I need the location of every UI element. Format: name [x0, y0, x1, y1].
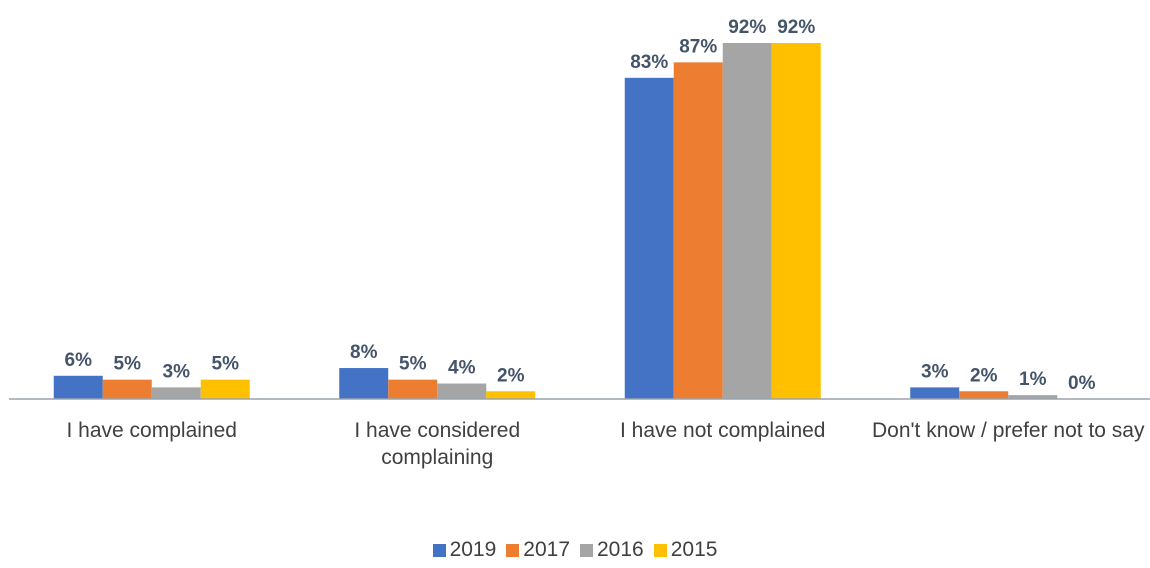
x-tick-label: Don't know / prefer not to say: [872, 419, 1145, 442]
bar: [388, 379, 438, 399]
data-label: 87%: [679, 36, 717, 57]
bar: [53, 375, 103, 399]
data-label: 83%: [630, 52, 668, 73]
legend-label: 2016: [597, 538, 644, 561]
legend-swatch: [506, 543, 520, 557]
data-label: 1%: [1019, 369, 1047, 390]
bar: [339, 368, 389, 399]
bar: [437, 383, 487, 399]
data-label: 5%: [114, 354, 142, 375]
data-label: 5%: [399, 354, 427, 375]
legend-label: 2019: [449, 538, 497, 561]
bar: [624, 77, 674, 400]
legend-item: 2017: [506, 538, 570, 562]
x-tick-label: I have considered complaining: [354, 419, 521, 469]
data-label: 0%: [1068, 373, 1096, 394]
bar: [771, 43, 821, 399]
bar: [151, 387, 201, 399]
x-tick-label: I have complained: [66, 419, 237, 442]
legend-item: 2019: [432, 538, 497, 562]
bar: [1008, 395, 1058, 399]
legend-label: 2015: [670, 538, 718, 561]
bar: [959, 391, 1009, 399]
legend-swatch: [432, 543, 446, 557]
data-label: 4%: [448, 358, 476, 379]
data-label: 6%: [65, 350, 93, 371]
bar: [673, 62, 723, 399]
x-tick-label: I have not complained: [620, 419, 826, 442]
bar: [102, 379, 152, 399]
data-label: 8%: [350, 342, 378, 363]
data-label: 92%: [728, 17, 766, 38]
legend-swatch: [653, 543, 667, 557]
legend-item: 2015: [653, 538, 718, 562]
legend-swatch: [580, 543, 593, 557]
bar: [200, 379, 250, 399]
legend: 2019 2017 2016 2015: [0, 538, 1150, 562]
bar: [722, 43, 772, 399]
data-label: 5%: [212, 354, 240, 375]
data-label: 92%: [777, 17, 815, 38]
legend-label: 2017: [523, 538, 570, 561]
data-label: 2%: [970, 365, 998, 386]
data-label: 2%: [497, 365, 525, 386]
data-label: 3%: [921, 361, 949, 382]
legend-item: 2016: [580, 538, 644, 562]
bar: [486, 391, 536, 399]
data-label: 3%: [163, 361, 191, 382]
bar: [910, 387, 960, 399]
